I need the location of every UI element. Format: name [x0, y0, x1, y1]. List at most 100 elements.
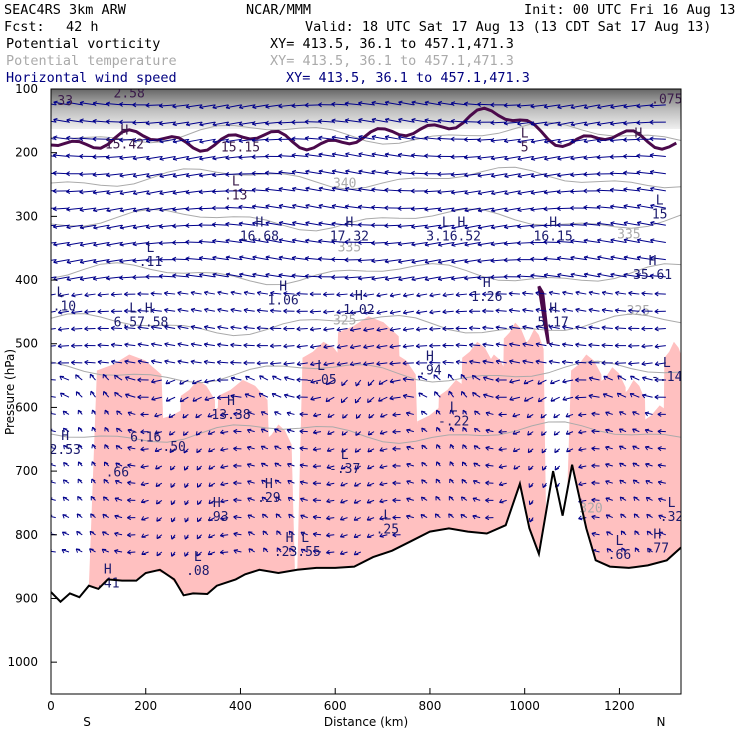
- wind-arrow-head: [397, 205, 402, 211]
- wind-arrow: [597, 256, 613, 261]
- wind-arrow: [363, 327, 375, 331]
- wind-arrow: [557, 121, 574, 126]
- wind-arrow-head: [621, 547, 626, 552]
- wind-arrow-head: [649, 119, 654, 125]
- wind-arrow: [562, 326, 574, 329]
- wind-label-value: .50: [162, 440, 185, 455]
- wind-arrow: [385, 153, 401, 157]
- wind-arrow-head: [442, 292, 447, 298]
- wind-arrow-head: [461, 478, 466, 484]
- wind-arrow-head: [420, 496, 426, 502]
- wind-arrow-head: [650, 186, 655, 192]
- wind-arrow-head: [92, 136, 97, 142]
- wind-arrow: [658, 481, 666, 484]
- wind-arrow-head: [421, 461, 426, 467]
- wind-arrow-head: [291, 153, 296, 158]
- shading-region: [373, 354, 421, 558]
- wind-arrow-head: [92, 275, 98, 281]
- wind-arrow-head: [203, 342, 209, 348]
- wind-arrow-head: [495, 308, 500, 314]
- wind-arrow: [491, 156, 507, 160]
- wind-arrow-head: [246, 463, 252, 468]
- wind-arrow: [305, 137, 322, 140]
- wind-arrow: [535, 326, 547, 329]
- wind-arrow-head: [614, 343, 619, 349]
- wind-arrow: [376, 293, 388, 297]
- wind-arrow: [286, 412, 295, 415]
- wind-arrow: [469, 360, 481, 364]
- wind-arrow-head: [278, 255, 284, 261]
- wind-arrow-head: [312, 532, 318, 537]
- wind-arrow: [140, 482, 149, 486]
- wind-arrow-head: [437, 136, 442, 142]
- wind-arrow: [490, 138, 507, 142]
- wind-arrow-head: [286, 428, 292, 434]
- wind-label-value: .29: [257, 491, 280, 506]
- wind-arrow-head: [51, 463, 53, 468]
- wind-arrow: [615, 309, 627, 312]
- wind-arrow-head: [291, 119, 296, 125]
- wind-arrow-head: [220, 498, 225, 504]
- wind-arrow-head: [225, 255, 231, 261]
- wind-arrow-head: [450, 189, 456, 195]
- wind-arrow-head: [575, 290, 580, 296]
- wind-arrow: [51, 155, 56, 158]
- wind-arrow: [53, 136, 70, 140]
- wind-arrow: [485, 446, 494, 450]
- wind-arrow: [111, 344, 123, 347]
- wind-arrow-head: [52, 206, 57, 212]
- wind-arrow-head: [517, 207, 522, 212]
- wind-arrow-head: [238, 171, 243, 177]
- wind-arrow: [549, 291, 560, 295]
- wind-arrow: [332, 187, 348, 192]
- wind-arrow: [562, 379, 574, 383]
- wind-arrow-head: [198, 172, 204, 178]
- wind-arrow-head: [326, 447, 332, 452]
- wind-arrow-head: [504, 173, 509, 178]
- wind-arrow-head: [216, 359, 222, 365]
- wind-arrow: [79, 173, 96, 175]
- wind-arrow-head: [371, 152, 376, 158]
- wind-arrow-head: [561, 359, 567, 365]
- wind-arrow-head: [103, 496, 108, 501]
- wind-arrow-head: [185, 121, 191, 127]
- wind-arrow: [127, 551, 136, 554]
- wind-arrow: [177, 309, 189, 312]
- wind-arrow-head: [379, 481, 384, 487]
- wind-arrow: [80, 241, 96, 246]
- wind-arrow-head: [619, 462, 624, 468]
- wind-arrow: [272, 375, 282, 381]
- wind-arrow: [114, 550, 123, 553]
- wind-arrow: [71, 310, 83, 314]
- wind-arrow-head: [79, 241, 85, 247]
- wind-arrow-head: [591, 411, 596, 417]
- wind-arrow-head: [449, 461, 454, 466]
- wind-arrow-head: [562, 290, 567, 296]
- wind-arrow: [535, 308, 547, 312]
- wind-arrow-head: [556, 205, 561, 211]
- wind-arrow-head: [548, 290, 554, 296]
- wind-arrow-head: [477, 172, 482, 178]
- wind-arrow: [230, 326, 242, 329]
- field-legend: Potential vorticity XY= 413.5, 36.1 to 45…: [6, 36, 530, 86]
- wind-arrow-head: [550, 397, 556, 402]
- wind-arrow-head: [156, 499, 161, 505]
- wind-arrow-head: [384, 258, 389, 264]
- wind-arrow: [504, 138, 521, 142]
- wind-arrow-head: [561, 342, 567, 348]
- wind-arrow: [146, 224, 162, 228]
- wind-arrow: [570, 223, 587, 226]
- wind-arrow-head: [251, 187, 256, 193]
- wind-arrow: [66, 207, 83, 211]
- wind-arrow: [323, 310, 335, 313]
- wind-arrow: [125, 393, 136, 398]
- wind-arrow: [331, 205, 348, 209]
- wind-arrow-head: [286, 445, 292, 451]
- wind-arrow-head: [344, 221, 349, 227]
- wind-arrow-head: [447, 373, 453, 379]
- wind-arrow-head: [92, 118, 97, 124]
- wind-arrow-head: [435, 478, 441, 484]
- wind-arrow-head: [649, 169, 655, 175]
- field-xy: XY= 413.5, 36.1 to 457.1,471.3: [270, 36, 514, 52]
